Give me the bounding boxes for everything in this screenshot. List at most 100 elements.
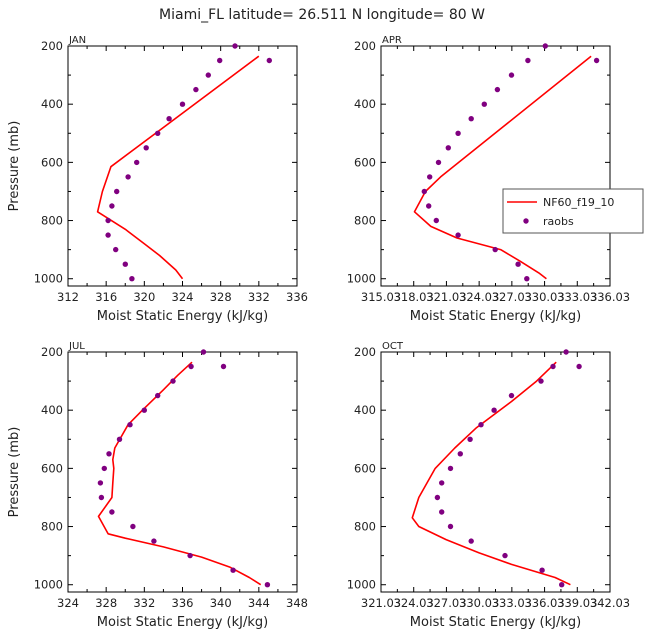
y-tick-label: 600: [41, 461, 63, 475]
raob-point: [101, 465, 108, 472]
legend-raobs-label: raobs: [543, 215, 574, 228]
raob-point: [593, 57, 600, 64]
raob-point: [457, 451, 463, 457]
plot-frame: [67, 351, 298, 593]
raob-point: [193, 86, 199, 93]
panel-jan: 312 316 320 324 328 332 336 200 400 600 800 1000 JAN…: [7, 35, 308, 324]
x-tick-label: 316: [95, 290, 117, 304]
x-tick-label: 320: [133, 290, 155, 304]
raob-point: [134, 159, 140, 166]
panel-title: JAN: [68, 35, 86, 46]
raob-point: [155, 392, 161, 399]
y-tick-label: 600: [41, 155, 63, 169]
raob-point: [492, 246, 498, 253]
raob-point: [205, 72, 211, 78]
raob-point: [97, 480, 104, 486]
panel-oct: 321.03324.03327.03330.03333.03336.03339.…: [347, 341, 630, 630]
y-tick-label: 800: [354, 214, 376, 228]
y-tick-label: 400: [41, 403, 63, 417]
raob-point: [114, 188, 120, 195]
y-tick-label: 1000: [34, 578, 63, 592]
raob-point: [116, 436, 123, 442]
raob-point: [439, 509, 445, 515]
x-tick-label: 336.03: [590, 290, 630, 304]
model-line-jan: [96, 55, 260, 280]
x-tick-label: 333.03: [557, 290, 597, 304]
legend-model-label: NF60_f19_10: [543, 196, 614, 209]
raob-point: [439, 480, 445, 486]
x-tick-label: 328: [210, 290, 232, 304]
model-line-oct: [411, 361, 571, 586]
raob-point: [447, 523, 454, 530]
y-tick-label: 800: [41, 214, 63, 228]
x-axis-label: Moist Static Energy (kJ/kg): [97, 615, 268, 630]
raob-point: [105, 217, 111, 224]
panel-title: OCT: [382, 341, 404, 352]
raob-point: [515, 261, 521, 267]
x-tick-label: 324.03: [394, 596, 434, 610]
raob-point: [188, 363, 194, 370]
raob-point: [109, 203, 115, 209]
model-line-apr: [413, 55, 592, 280]
x-tick-label: 327.03: [492, 290, 532, 304]
panel-title: APR: [382, 35, 402, 46]
x-tick-label: 324: [172, 290, 194, 304]
x-tick-label: 327.03: [426, 596, 466, 610]
x-tick-label: 330.03: [524, 290, 564, 304]
raob-point: [468, 538, 474, 544]
raob-point: [435, 159, 442, 166]
raob-point: [445, 145, 451, 151]
raob-point: [550, 363, 556, 370]
raob-point: [130, 523, 136, 530]
x-tick-label: 332: [248, 290, 270, 304]
x-tick-label: 328: [95, 596, 117, 610]
raob-point: [433, 217, 439, 224]
raob-point: [434, 494, 441, 501]
panels: 312 316 320 324 328 332 336 200 400 600 800 1000 JAN…: [7, 35, 630, 630]
raob-point: [481, 101, 487, 107]
raob-point: [524, 276, 530, 282]
raob-point: [230, 567, 236, 573]
raob-point: [426, 203, 432, 209]
x-tick-label: 344: [248, 596, 270, 610]
raob-point: [200, 349, 207, 355]
raob-point: [143, 145, 149, 151]
x-axis-label: Moist Static Energy (kJ/kg): [410, 309, 581, 324]
x-tick-label: 332: [133, 596, 155, 610]
x-tick-label: 336: [286, 290, 308, 304]
x-axis-label: Moist Static Energy (kJ/kg): [97, 309, 268, 324]
x-tick-label: 324.03: [459, 290, 499, 304]
raob-point: [151, 538, 157, 544]
x-axis-label: Moist Static Energy (kJ/kg): [410, 615, 581, 630]
raob-point: [468, 116, 474, 122]
x-tick-label: 330.03: [459, 596, 499, 610]
y-tick-label: 200: [354, 345, 376, 359]
x-tick-label: 336.03: [524, 596, 564, 610]
y-tick-label: 200: [41, 345, 63, 359]
raob-point: [106, 451, 112, 457]
x-tick-label: 318.03: [394, 290, 434, 304]
y-tick-label: 400: [41, 97, 63, 111]
raob-point: [427, 174, 433, 180]
raob-point: [539, 567, 545, 573]
raob-point: [109, 509, 115, 515]
panel-title: JUL: [68, 341, 85, 352]
y-axis-label: Pressure (mb): [7, 427, 22, 518]
x-tick-label: 324: [57, 596, 79, 610]
x-tick-label: 342.03: [590, 596, 630, 610]
plot-frame: [380, 351, 611, 593]
raob-point: [502, 552, 508, 559]
y-tick-label: 400: [354, 403, 376, 417]
raob-point: [125, 174, 131, 180]
raob-point: [170, 378, 176, 384]
y-tick-label: 800: [41, 520, 63, 534]
raob-point: [491, 407, 497, 413]
y-axis-label: Pressure (mb): [7, 121, 22, 212]
model-line-jul: [97, 361, 262, 586]
legend-box: [502, 188, 644, 234]
legend-raobs-swatch: [523, 218, 529, 224]
y-tick-label: 1000: [34, 272, 63, 286]
raob-point: [264, 582, 271, 588]
